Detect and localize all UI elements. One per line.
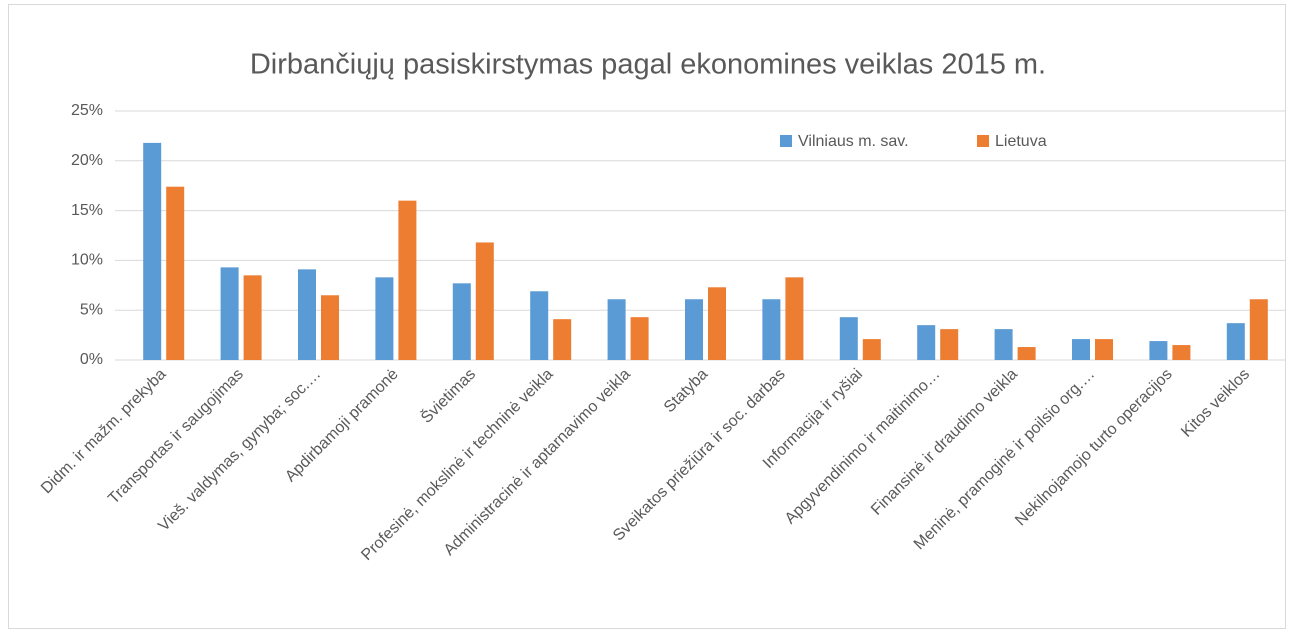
bar <box>1249 299 1268 360</box>
y-tick-label: 0% <box>80 351 103 368</box>
bar <box>785 277 804 360</box>
y-tick-label: 20% <box>71 152 103 169</box>
bar <box>994 329 1013 360</box>
bar <box>166 186 185 360</box>
bar <box>940 329 959 360</box>
bar <box>243 275 262 360</box>
legend-label: Vilniaus m. sav. <box>798 133 909 150</box>
bar <box>630 317 649 360</box>
bar <box>1149 341 1168 360</box>
bar <box>708 287 726 360</box>
bar <box>1017 347 1036 360</box>
bar <box>685 299 703 360</box>
chart-frame <box>8 4 1286 629</box>
bar <box>143 142 162 360</box>
legend-swatch <box>780 135 792 147</box>
bar <box>475 242 494 360</box>
y-tick-label: 5% <box>80 301 103 318</box>
bar <box>1095 339 1113 360</box>
bar <box>839 317 858 360</box>
legend-swatch <box>977 135 989 147</box>
bar <box>220 267 239 360</box>
bar <box>398 200 417 360</box>
y-tick-label: 15% <box>71 202 103 219</box>
bar <box>762 299 781 360</box>
legend-label: Lietuva <box>995 133 1047 150</box>
bar <box>1226 323 1245 360</box>
y-tick-label: 10% <box>71 252 103 269</box>
bar <box>1072 339 1090 360</box>
y-tick-label: 25% <box>71 102 103 119</box>
bar <box>530 291 549 360</box>
bar <box>452 283 471 360</box>
bar <box>607 299 626 360</box>
chart-title: Dirbančiųjų pasiskirstymas pagal ekonomi… <box>250 49 1046 81</box>
bar <box>1172 345 1191 360</box>
bar <box>375 277 394 360</box>
bar <box>321 295 339 360</box>
bar <box>553 319 572 360</box>
bar <box>298 269 316 360</box>
bar <box>917 325 936 360</box>
bar <box>862 339 881 360</box>
